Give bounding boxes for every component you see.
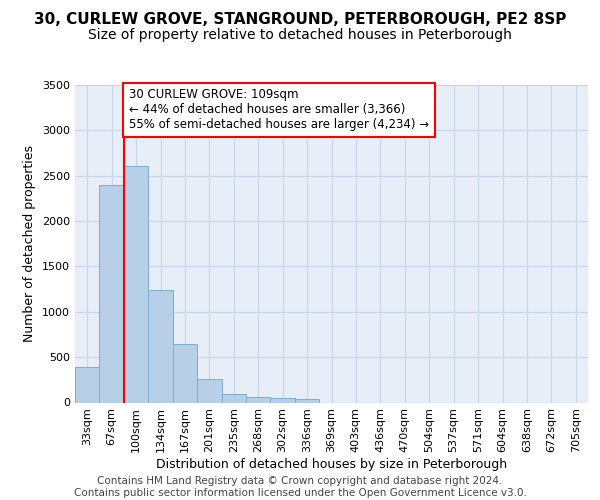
Text: 30 CURLEW GROVE: 109sqm
← 44% of detached houses are smaller (3,366)
55% of semi: 30 CURLEW GROVE: 109sqm ← 44% of detache…: [129, 88, 429, 132]
Y-axis label: Number of detached properties: Number of detached properties: [23, 145, 37, 342]
X-axis label: Distribution of detached houses by size in Peterborough: Distribution of detached houses by size …: [156, 458, 507, 471]
Text: Size of property relative to detached houses in Peterborough: Size of property relative to detached ho…: [88, 28, 512, 42]
Bar: [75, 367, 100, 402]
Bar: [271, 398, 295, 402]
Bar: [148, 290, 173, 403]
Bar: [173, 344, 197, 403]
Text: 30, CURLEW GROVE, STANGROUND, PETERBOROUGH, PE2 8SP: 30, CURLEW GROVE, STANGROUND, PETERBOROU…: [34, 12, 566, 28]
Bar: [124, 166, 148, 402]
Bar: [197, 380, 221, 402]
Text: Contains HM Land Registry data © Crown copyright and database right 2024.
Contai: Contains HM Land Registry data © Crown c…: [74, 476, 526, 498]
Bar: [100, 185, 124, 402]
Bar: [295, 400, 319, 402]
Bar: [246, 397, 271, 402]
Bar: [221, 394, 246, 402]
